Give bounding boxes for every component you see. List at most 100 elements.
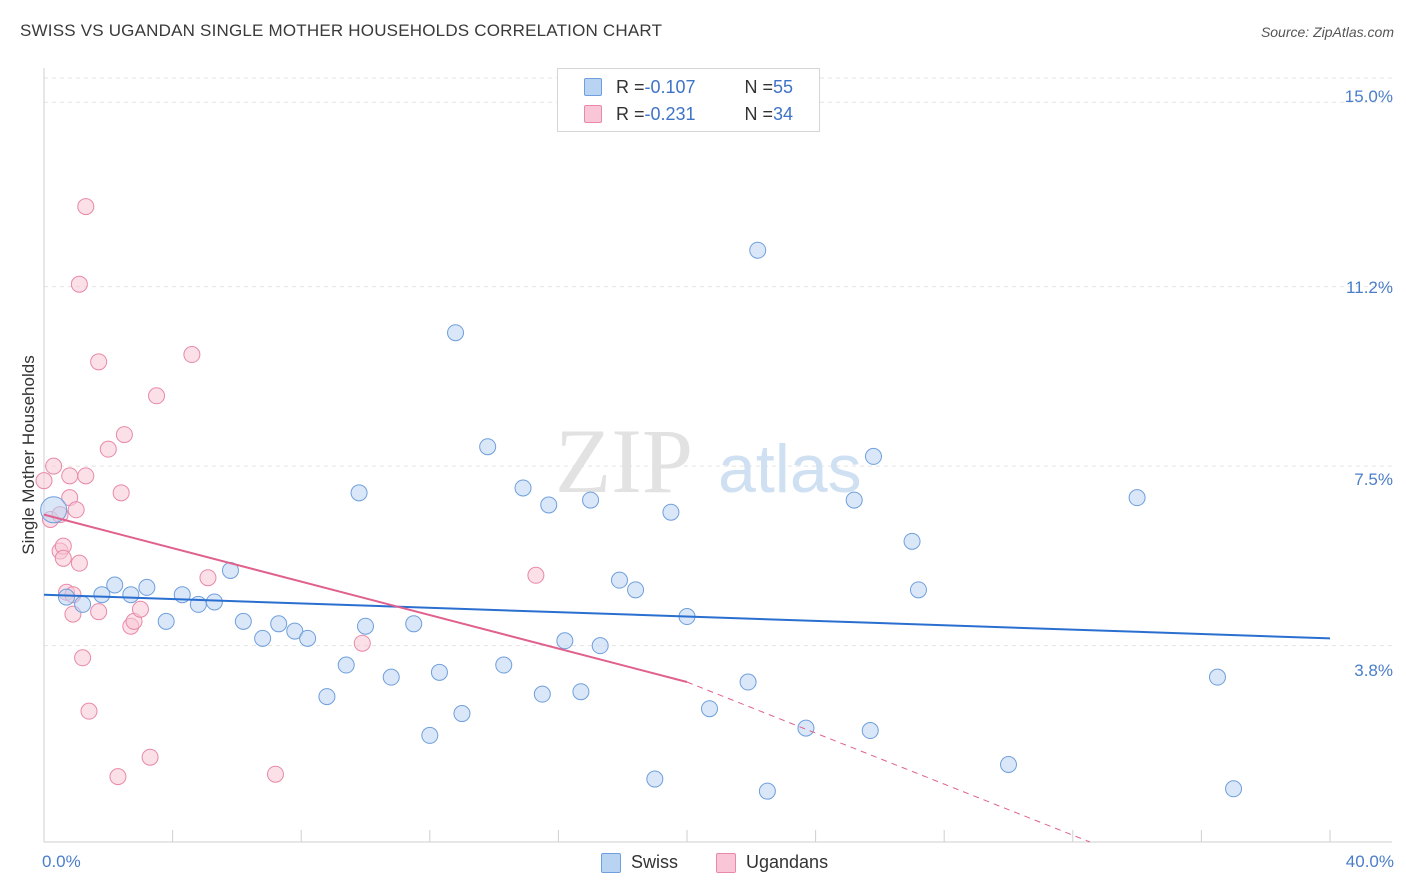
ugandans-point [199,569,217,587]
r-value: -0.231 [644,103,696,124]
swiss-point [591,637,609,655]
ugandans-point [148,387,166,405]
swiss-point [74,595,92,613]
swiss-label: Swiss [631,852,679,872]
swiss-point [93,586,111,604]
swiss-point [495,656,513,674]
ugandans-point [74,649,92,667]
source-label: Source: ZipAtlas.com [1260,24,1394,40]
swiss-trend-line [43,593,1331,640]
swiss-point [1225,780,1243,798]
ugandans-point [45,457,63,475]
ugandans-swatch [584,105,602,123]
ugandans-trend-line [43,513,688,683]
swiss-point [382,668,400,686]
ugandans-point [266,765,284,783]
swiss-point [430,663,448,681]
ugandans-point [99,440,117,458]
swiss-point [405,615,423,633]
swiss-point [106,576,124,594]
watermark-atlas: atlas [718,431,862,507]
swiss-point [540,496,558,514]
swiss-point [453,705,471,723]
swiss-point [350,484,368,502]
swiss-point [270,615,288,633]
r-label: R = [616,76,645,97]
ugandans-point [131,600,149,618]
swiss-point [909,581,927,599]
n-value: 55 [773,76,794,97]
swiss-point [627,581,645,599]
ugandans-point [353,634,371,652]
ugandans-point [112,484,130,502]
chart-title: SWISS VS UGANDAN SINGLE MOTHER HOUSEHOLD… [20,21,663,40]
swiss-point [514,479,532,497]
swiss-point [318,688,336,706]
legend: R = -0.107 N = 55 R = -0.231 N = 34 [557,68,820,132]
swiss-point [122,586,140,604]
n-label: N = [744,103,774,124]
ugandans-point [527,566,545,584]
ugandans-point [70,275,88,293]
swiss-point [845,491,863,509]
bottom-legend-ugandans: Ugandans [716,852,828,873]
r-label: R = [616,103,645,124]
swiss-point [58,588,76,606]
swiss-point [739,673,757,691]
swiss-point [337,656,355,674]
legend-row-swiss: R = -0.107 N = 55 [584,76,793,98]
swiss-point [234,612,252,630]
swiss-point [254,629,272,647]
swiss-point [758,782,776,800]
r-value: -0.107 [644,76,696,97]
legend-row-ugandans: R = -0.231 N = 34 [584,103,793,125]
swiss-point [533,685,551,703]
x-tick-label: 40.0% [1345,852,1394,871]
swiss-point [447,324,465,342]
swiss-point [610,571,628,589]
swiss-point [797,719,815,737]
swiss-point [701,700,719,718]
swiss-point [903,532,921,550]
swiss-point [556,632,574,650]
ugandans-point [90,603,108,621]
swiss-point [864,447,882,465]
y-tick-label: 3.8% [1354,661,1393,680]
swiss-point [1000,756,1017,774]
ugandans-point [90,353,108,371]
swiss-point [299,629,317,647]
swiss-swatch [584,78,602,96]
ugandans-point [141,748,159,766]
swiss-point [157,612,175,630]
swiss-point [749,241,767,259]
x-tick-label: 0.0% [42,852,81,871]
ugandans-point [80,702,98,720]
n-value: 34 [773,103,794,124]
swiss-point [1208,668,1226,686]
ugandans-trend-extension [686,681,1091,843]
ugandans-point [54,549,72,567]
n-label: N = [744,76,774,97]
y-tick-label: 11.2% [1346,278,1393,297]
watermark-zip: ZIP [555,410,693,512]
ugandans-swatch [716,852,736,873]
bottom-legend-swiss: Swiss [601,852,678,873]
ugandans-point [109,768,127,786]
swiss-point [646,770,664,788]
ugandans-point [67,501,85,519]
ugandans-point [77,467,95,485]
swiss-point [861,722,879,740]
y-tick-label: 15.0% [1344,87,1393,106]
swiss-point [138,578,156,596]
swiss-point [582,491,600,509]
swiss-point [205,593,223,611]
swiss-point [572,683,590,701]
ugandans-point [70,554,88,572]
ugandans-point [77,198,95,216]
swiss-point [421,726,439,744]
swiss-point [662,503,680,521]
swiss-point [357,617,374,635]
swiss-point [479,438,497,456]
swiss-point [1128,489,1146,507]
